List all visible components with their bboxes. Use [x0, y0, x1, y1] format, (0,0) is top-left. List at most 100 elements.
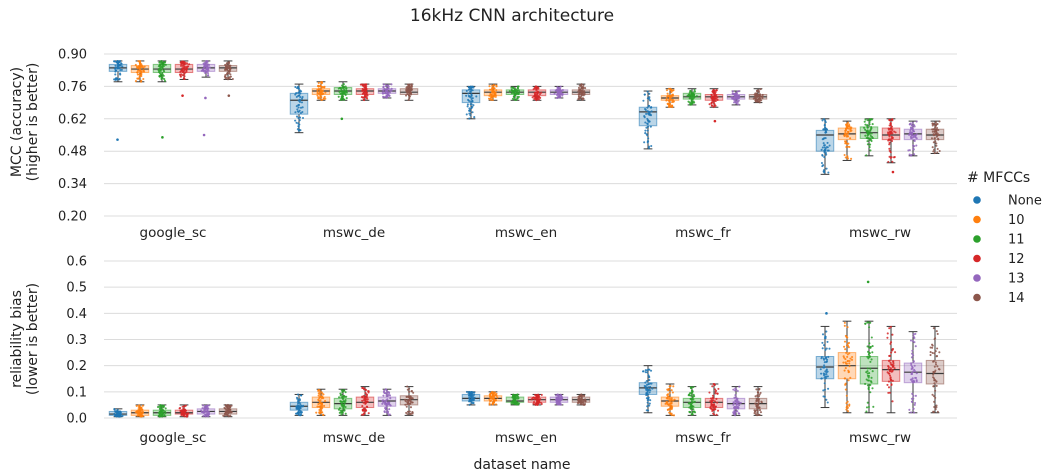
strip-point: [820, 357, 823, 360]
y-tick-label: 0.62: [58, 112, 87, 127]
strip-point: [822, 395, 825, 398]
strip-point: [160, 62, 163, 65]
strip-point: [911, 124, 914, 127]
strip-point: [367, 390, 370, 393]
strip-point: [648, 402, 651, 405]
strip-point: [843, 134, 846, 137]
strip-point: [891, 137, 894, 140]
strip-point: [469, 90, 472, 93]
strip-point: [823, 373, 826, 376]
strip-point: [466, 105, 469, 108]
strip-point: [409, 402, 412, 405]
strip-point: [386, 93, 389, 96]
strip-point: [141, 411, 144, 414]
y-tick-label: 0.2: [66, 359, 87, 374]
strip-point: [715, 89, 718, 92]
strip-point: [646, 371, 649, 374]
strip-point: [298, 100, 302, 103]
strip-point: [934, 363, 938, 366]
strip-point: [712, 106, 715, 109]
strip-point: [136, 71, 139, 74]
box-11-mswc_en: [505, 85, 525, 101]
strip-point: [362, 83, 365, 86]
strip-point: [843, 377, 846, 380]
strip-point: [646, 383, 649, 386]
strip-point: [515, 98, 518, 101]
strip-point: [536, 396, 539, 399]
strip-point: [467, 85, 470, 89]
strip-point: [737, 406, 740, 409]
strip-point: [318, 409, 321, 412]
strip-point: [344, 391, 347, 394]
strip-point: [913, 336, 916, 340]
strip-point: [758, 393, 761, 396]
strip-point: [891, 333, 894, 336]
strip-point: [517, 397, 520, 400]
strip-point: [871, 123, 874, 126]
strip-point: [178, 407, 181, 410]
strip-point: [668, 97, 672, 101]
strip-point: [517, 85, 520, 88]
outlier-point: [891, 170, 895, 174]
strip-point: [761, 95, 764, 98]
strip-point: [208, 66, 211, 69]
strip-point: [649, 369, 653, 372]
strip-point: [390, 83, 393, 86]
strip-point: [850, 157, 853, 160]
strip-point: [472, 393, 476, 396]
box-10-mswc_rw: [837, 320, 857, 414]
strip-point: [338, 411, 341, 414]
strip-point: [912, 360, 915, 363]
y-tick-label: 0.1: [66, 385, 87, 400]
box-13-mswc_rw: [903, 120, 923, 157]
strip-point: [866, 355, 869, 358]
strip-point: [404, 403, 407, 406]
strip-point: [646, 90, 649, 93]
strip-point: [871, 370, 874, 373]
strip-point: [845, 344, 848, 347]
strip-point: [823, 388, 827, 391]
strip-point: [889, 132, 893, 135]
strip-point: [183, 405, 186, 408]
strip-point: [342, 406, 345, 409]
strip-point: [114, 73, 117, 76]
strip-point: [320, 411, 323, 414]
strip-point: [342, 83, 345, 86]
strip-point: [758, 100, 761, 103]
strip-point: [910, 397, 913, 400]
strip-point: [915, 137, 918, 140]
strip-point: [494, 403, 498, 406]
strip-point: [299, 96, 302, 99]
strip-point: [206, 408, 209, 412]
strip-point: [225, 413, 228, 417]
strip-point: [315, 411, 318, 414]
strip-point: [584, 87, 587, 90]
strip-point: [690, 392, 693, 395]
strip-point: [824, 121, 827, 124]
strip-point: [582, 403, 585, 406]
strip-point: [470, 94, 473, 97]
strip-point: [693, 88, 696, 92]
strip-point: [869, 134, 872, 137]
strip-point: [888, 147, 891, 150]
strip-point: [912, 380, 916, 383]
strip-point: [869, 321, 872, 324]
strip-point: [843, 345, 846, 348]
strip-point: [668, 105, 671, 108]
strip-point: [203, 63, 206, 66]
strip-point: [136, 73, 139, 76]
strip-point: [467, 92, 470, 95]
strip-point: [754, 410, 757, 413]
strip-point: [113, 412, 116, 416]
strip-point: [824, 147, 827, 150]
strip-point: [495, 89, 498, 92]
strip-point: [579, 88, 582, 91]
box-10-google_sc: [130, 60, 150, 83]
strip-point: [300, 90, 303, 93]
strip-point: [513, 87, 516, 90]
strip-point: [316, 90, 319, 93]
strip-point: [668, 397, 671, 400]
strip-point: [408, 390, 411, 393]
strip-point: [473, 396, 476, 399]
